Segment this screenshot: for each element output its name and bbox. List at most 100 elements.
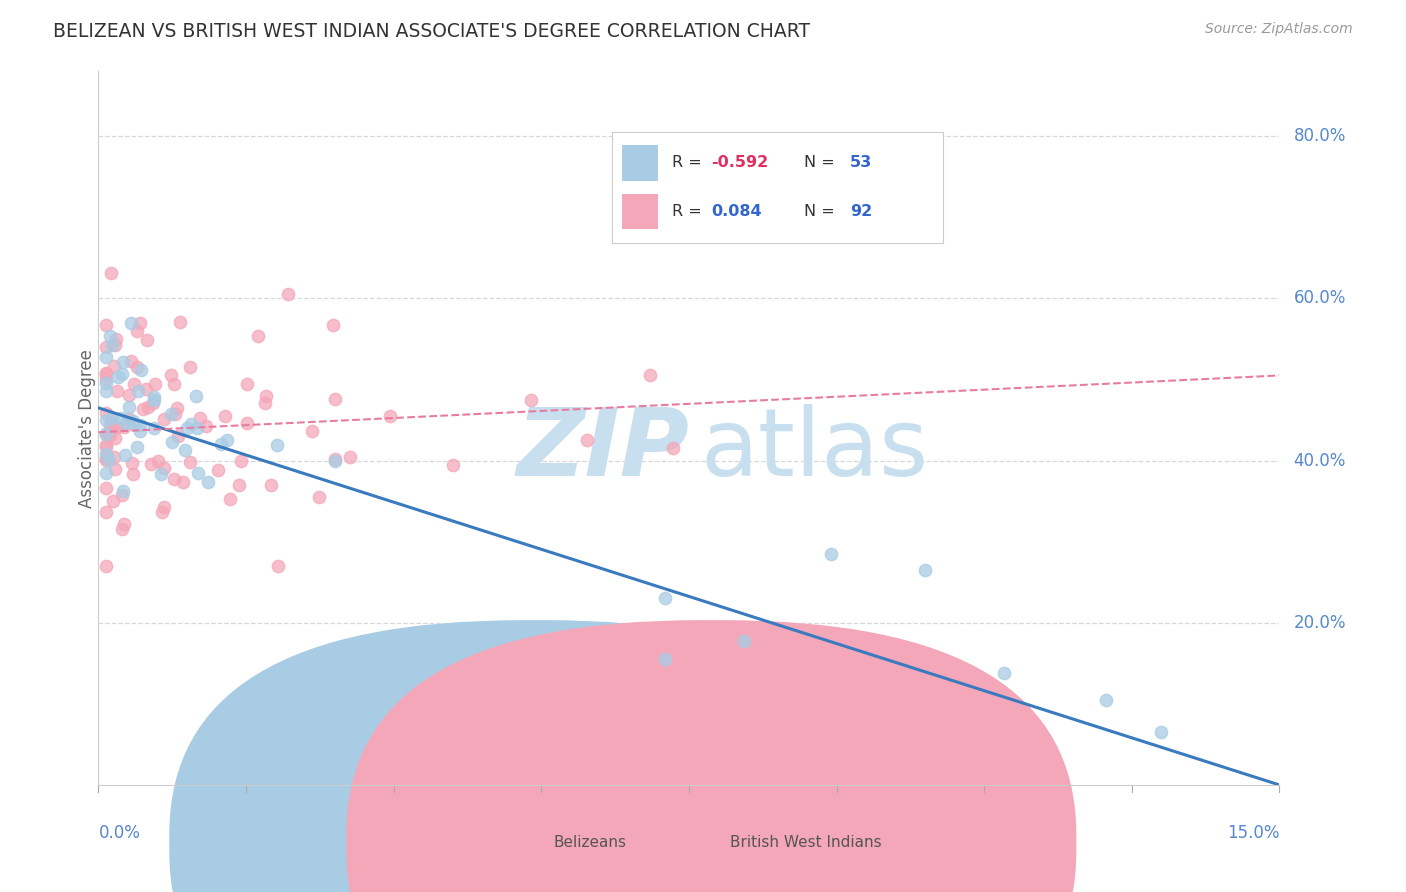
- Point: [135, 333, 157, 347]
- Point: [194, 419, 217, 434]
- Point: [96, 426, 118, 441]
- Point: [96, 481, 118, 495]
- Point: [110, 411, 132, 425]
- Point: [176, 420, 198, 434]
- Point: [105, 384, 128, 398]
- Point: [163, 472, 186, 486]
- Point: [228, 478, 250, 492]
- Point: [197, 475, 219, 490]
- Point: [187, 466, 209, 480]
- Point: [96, 318, 118, 332]
- Text: Source: ZipAtlas.com: Source: ZipAtlas.com: [1205, 22, 1353, 37]
- Point: [111, 355, 134, 369]
- Point: [165, 407, 187, 421]
- Point: [146, 454, 169, 468]
- Point: [167, 429, 190, 443]
- Point: [96, 505, 118, 519]
- Point: [96, 368, 118, 382]
- Y-axis label: Associate's Degree: Associate's Degree: [79, 349, 96, 508]
- Point: [520, 392, 543, 407]
- Point: [142, 390, 165, 404]
- Point: [96, 440, 118, 454]
- Point: [139, 457, 162, 471]
- Point: [111, 368, 134, 382]
- Point: [98, 428, 121, 442]
- Point: [96, 427, 118, 442]
- Point: [638, 368, 661, 383]
- Point: [145, 376, 167, 391]
- Point: [215, 433, 238, 447]
- Point: [115, 416, 138, 430]
- Point: [301, 424, 323, 438]
- Point: [101, 410, 124, 425]
- Point: [104, 461, 127, 475]
- Point: [121, 467, 143, 482]
- Point: [266, 559, 288, 574]
- Point: [129, 424, 152, 438]
- Point: [121, 456, 143, 470]
- Point: [172, 475, 194, 490]
- Point: [96, 452, 118, 467]
- Point: [246, 329, 269, 343]
- Point: [441, 458, 464, 472]
- Point: [142, 396, 165, 410]
- Point: [402, 636, 425, 650]
- Point: [1095, 693, 1118, 707]
- FancyBboxPatch shape: [346, 620, 1077, 892]
- Point: [180, 417, 202, 432]
- Point: [125, 359, 148, 374]
- Point: [118, 388, 141, 402]
- Point: [98, 421, 121, 435]
- Point: [174, 442, 197, 457]
- Point: [188, 411, 211, 425]
- Text: 80.0%: 80.0%: [1294, 128, 1346, 145]
- Point: [993, 666, 1015, 681]
- Point: [122, 376, 145, 391]
- Point: [127, 324, 149, 338]
- Point: [654, 591, 676, 606]
- Point: [207, 463, 229, 477]
- Point: [103, 418, 125, 433]
- Point: [231, 454, 253, 468]
- Text: 15.0%: 15.0%: [1227, 824, 1279, 842]
- Point: [96, 376, 118, 391]
- Point: [96, 438, 118, 452]
- Point: [733, 633, 755, 648]
- Point: [219, 491, 242, 506]
- Point: [150, 505, 173, 519]
- Point: [129, 363, 152, 377]
- Point: [169, 315, 191, 329]
- Point: [266, 438, 288, 452]
- Point: [132, 402, 155, 417]
- Point: [104, 431, 127, 445]
- Point: [114, 448, 136, 462]
- Point: [100, 266, 122, 280]
- Point: [160, 408, 183, 422]
- Point: [277, 287, 299, 301]
- Point: [163, 376, 186, 391]
- Point: [96, 447, 118, 461]
- Point: [96, 406, 118, 420]
- Point: [138, 400, 160, 414]
- Point: [179, 454, 201, 468]
- Point: [254, 389, 277, 403]
- Point: [378, 409, 401, 423]
- Point: [96, 559, 118, 574]
- Point: [253, 396, 276, 410]
- Point: [308, 490, 330, 504]
- Point: [235, 377, 257, 392]
- Text: BELIZEAN VS BRITISH WEST INDIAN ASSOCIATE'S DEGREE CORRELATION CHART: BELIZEAN VS BRITISH WEST INDIAN ASSOCIAT…: [53, 22, 810, 41]
- Point: [96, 451, 118, 466]
- Point: [575, 434, 598, 448]
- Point: [150, 467, 173, 481]
- Point: [129, 316, 152, 330]
- Point: [214, 409, 236, 424]
- Point: [107, 369, 129, 384]
- Text: British West Indians: British West Indians: [730, 835, 882, 850]
- Point: [654, 652, 676, 666]
- Point: [236, 416, 259, 430]
- Point: [100, 414, 122, 428]
- Text: ZIP: ZIP: [516, 403, 689, 496]
- Point: [96, 366, 118, 380]
- Point: [914, 563, 936, 577]
